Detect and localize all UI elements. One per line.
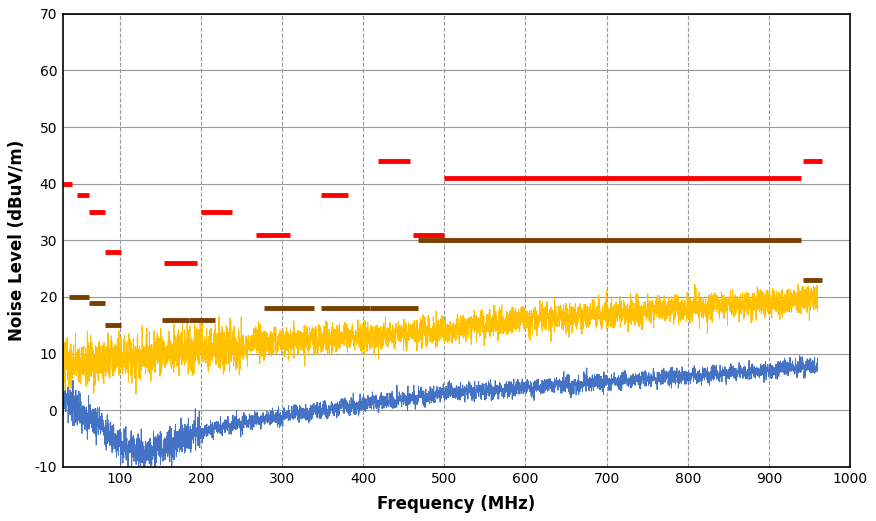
Y-axis label: Noise Level (dBuV/m): Noise Level (dBuV/m) xyxy=(9,140,26,341)
X-axis label: Frequency (MHz): Frequency (MHz) xyxy=(378,494,535,513)
